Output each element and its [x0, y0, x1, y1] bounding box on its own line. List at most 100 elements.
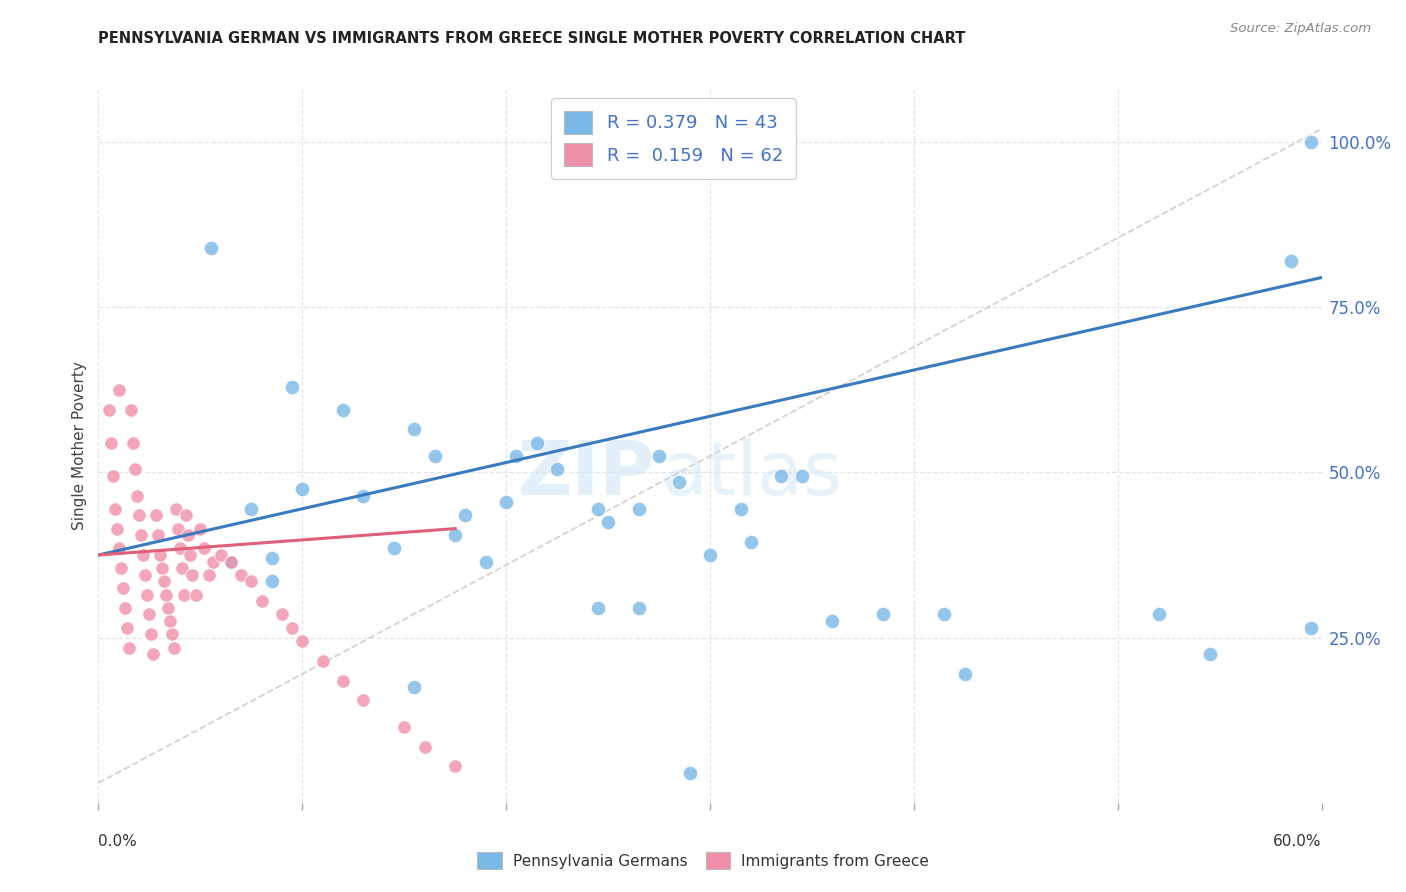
Point [934, 607, 956, 622]
Point [170, 561, 193, 575]
Point [209, 548, 232, 562]
Point [128, 508, 150, 523]
Point [291, 634, 314, 648]
Text: 60.0%: 60.0% [1274, 834, 1322, 849]
Point [821, 614, 844, 628]
Point [120, 402, 142, 417]
Point [404, 422, 426, 436]
Point [740, 534, 762, 549]
Point [1279, 254, 1302, 268]
Point [240, 574, 263, 589]
Point [159, 614, 181, 628]
Point [115, 621, 138, 635]
Point [332, 673, 354, 688]
Point [200, 241, 222, 255]
Point [156, 600, 179, 615]
Point [382, 541, 405, 556]
Point [312, 654, 335, 668]
Point [134, 567, 156, 582]
Point [586, 501, 609, 516]
Point [413, 739, 436, 754]
Point [155, 588, 177, 602]
Point [124, 462, 146, 476]
Point [129, 528, 152, 542]
Point [495, 495, 517, 509]
Point [145, 508, 167, 523]
Point [392, 720, 416, 734]
Point [404, 680, 426, 694]
Point [291, 482, 314, 496]
Point [177, 528, 200, 542]
Point [332, 402, 354, 417]
Point [149, 548, 172, 562]
Point [165, 501, 187, 516]
Point [1301, 621, 1323, 635]
Point [146, 528, 169, 542]
Point [201, 555, 224, 569]
Y-axis label: Single Mother Poverty: Single Mother Poverty [72, 361, 87, 531]
Point [169, 541, 191, 556]
Point [260, 574, 283, 589]
Text: atlas: atlas [661, 438, 842, 511]
Point [160, 627, 183, 641]
Point [770, 468, 793, 483]
Point [505, 449, 527, 463]
Point [352, 489, 374, 503]
Point [526, 435, 548, 450]
Point [270, 607, 294, 622]
Text: PENNSYLVANIA GERMAN VS IMMIGRANTS FROM GREECE SINGLE MOTHER POVERTY CORRELATION : PENNSYLVANIA GERMAN VS IMMIGRANTS FROM G… [98, 31, 966, 46]
Point [110, 561, 132, 575]
Point [181, 567, 204, 582]
Point [790, 468, 813, 483]
Point [260, 551, 283, 566]
Point [101, 468, 124, 483]
Point [108, 541, 131, 556]
Point [730, 501, 752, 516]
Point [142, 647, 165, 661]
Point [174, 508, 197, 523]
Point [423, 449, 446, 463]
Point [231, 567, 253, 582]
Point [167, 522, 190, 536]
Point [219, 555, 242, 569]
Point [627, 501, 650, 516]
Point [173, 588, 195, 602]
Legend: Pennsylvania Germans, Immigrants from Greece: Pennsylvania Germans, Immigrants from Gr… [471, 846, 935, 875]
Point [699, 548, 721, 562]
Point [141, 627, 163, 641]
Point [152, 574, 174, 589]
Point [444, 528, 467, 542]
Point [699, 135, 721, 149]
Point [668, 475, 690, 490]
Point [122, 435, 145, 450]
Legend: R = 0.379   N = 43, R =  0.159   N = 62: R = 0.379 N = 43, R = 0.159 N = 62 [551, 98, 796, 179]
Point [586, 600, 609, 615]
Point [454, 508, 477, 523]
Point [132, 548, 155, 562]
Point [679, 766, 702, 780]
Point [104, 501, 127, 516]
Point [648, 449, 671, 463]
Text: Source: ZipAtlas.com: Source: ZipAtlas.com [1230, 22, 1371, 36]
Point [97, 402, 120, 417]
Point [627, 600, 650, 615]
Point [546, 462, 568, 476]
Point [179, 548, 201, 562]
Point [444, 759, 467, 773]
Point [1301, 135, 1323, 149]
Point [598, 515, 620, 529]
Point [186, 588, 208, 602]
Point [281, 621, 304, 635]
Point [872, 607, 894, 622]
Point [114, 600, 136, 615]
Point [100, 435, 122, 450]
Point [240, 501, 263, 516]
Point [188, 522, 212, 536]
Point [1147, 607, 1170, 622]
Point [138, 607, 160, 622]
Point [250, 594, 273, 608]
Point [474, 555, 498, 569]
Point [111, 581, 134, 595]
Point [127, 489, 149, 503]
Text: 0.0%: 0.0% [98, 834, 138, 849]
